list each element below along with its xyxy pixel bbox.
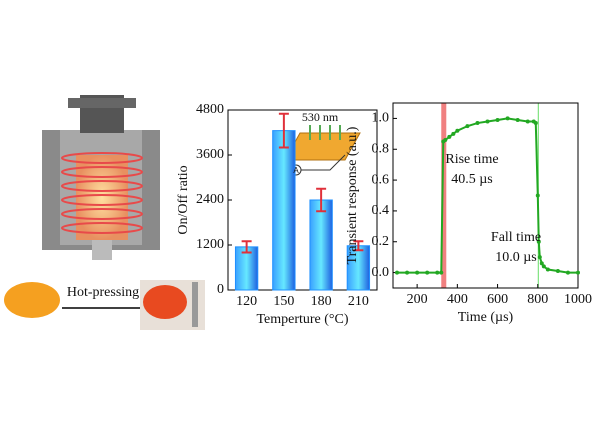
highlight-band <box>441 103 447 288</box>
data-point <box>415 270 420 275</box>
y-tick-label: 3600 <box>196 147 224 162</box>
data-point <box>451 131 456 136</box>
plot-frame <box>392 102 579 289</box>
y-tick-label: 0.2 <box>372 234 390 249</box>
annotation: 530 nm <box>302 110 339 124</box>
x-axis-label: Temperture (°C) <box>256 312 348 327</box>
data-point <box>439 270 444 275</box>
data-point <box>485 119 490 124</box>
data-point <box>495 117 500 122</box>
data-point <box>425 270 430 275</box>
annotation: Rise time <box>445 152 498 167</box>
bar <box>309 199 333 291</box>
y-axis-label: On/Off ratio <box>176 165 191 234</box>
annotation: 10.0 µs <box>495 250 537 265</box>
series-line <box>397 117 578 274</box>
bar <box>272 130 296 291</box>
annotation: 40.5 µs <box>451 172 493 187</box>
data-point <box>576 270 580 275</box>
data-point <box>435 270 440 275</box>
data-point <box>515 117 520 122</box>
data-point <box>405 270 410 275</box>
y-tick-label: 1200 <box>196 237 224 252</box>
data-point <box>465 124 470 129</box>
data-point <box>395 270 400 275</box>
x-tick-label: 210 <box>348 294 369 309</box>
data-point <box>525 119 530 124</box>
data-point <box>533 121 538 126</box>
y-tick-label: 4800 <box>196 102 224 117</box>
circuit-inset <box>276 125 361 176</box>
x-axis-label: Time (µs) <box>458 310 514 325</box>
data-point <box>475 121 480 126</box>
x-tick-label: 150 <box>273 294 294 309</box>
x-tick-label: 120 <box>236 294 257 309</box>
data-point <box>541 264 546 269</box>
press-illustration: Hot-pressing <box>4 95 205 330</box>
y-tick-label: 0.0 <box>372 265 390 280</box>
y-axis-label: Transient response (a.u.) <box>345 126 360 264</box>
data-point <box>535 193 540 198</box>
y-tick-label: 0.6 <box>372 172 390 187</box>
x-tick-label: 400 <box>447 292 468 307</box>
y-tick-label: 2400 <box>196 192 224 207</box>
y-tick-label: 0 <box>217 282 224 297</box>
data-point <box>537 255 542 260</box>
annotation: Fall time <box>491 230 541 245</box>
data-point <box>536 239 541 244</box>
y-tick-label: 1.0 <box>372 111 390 126</box>
x-tick-label: 800 <box>527 292 548 307</box>
data-point <box>565 270 570 275</box>
x-tick-label: 1000 <box>564 292 592 307</box>
x-tick-label: 200 <box>407 292 428 307</box>
data-point <box>455 128 460 133</box>
x-tick-label: 180 <box>311 294 332 309</box>
x-tick-label: 600 <box>487 292 508 307</box>
data-point <box>447 134 452 139</box>
annotation: A <box>293 166 299 175</box>
data-point <box>555 269 560 274</box>
y-tick-label: 0.8 <box>372 141 390 156</box>
data-point <box>443 138 448 142</box>
data-point <box>545 267 550 272</box>
data-point <box>505 116 510 121</box>
process-label: Hot-pressing <box>67 285 139 300</box>
y-tick-label: 0.4 <box>372 203 390 218</box>
data-point <box>539 261 544 266</box>
